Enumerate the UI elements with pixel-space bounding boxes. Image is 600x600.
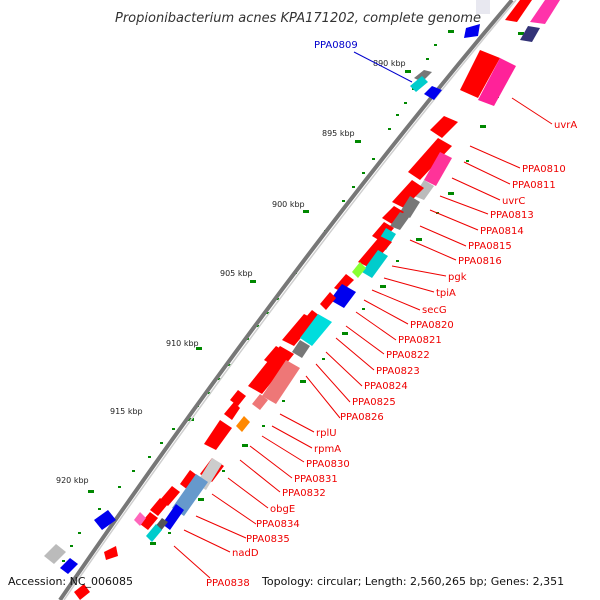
gene-label[interactable]: PPA0820 [410, 320, 454, 331]
kbp-tick: 920 kbp [56, 476, 89, 485]
kbp-ticks: 890 kbp 895 kbp 900 kbp 905 kbp 910 kbp … [56, 59, 406, 485]
gene-features [44, 0, 560, 600]
gene-feature[interactable] [358, 236, 392, 268]
gene-label[interactable]: pgk [448, 272, 467, 283]
gene-label[interactable]: PPA0826 [340, 412, 384, 423]
gene-label[interactable]: PPA0815 [468, 241, 512, 252]
gene-feature[interactable] [236, 416, 250, 432]
gene-feature[interactable] [74, 584, 90, 600]
kbp-tick: 910 kbp [166, 339, 199, 348]
gene-feature[interactable] [476, 0, 490, 14]
gene-feature[interactable] [392, 180, 424, 208]
kbp-tick: 915 kbp [110, 407, 143, 416]
gene-feature[interactable] [330, 284, 356, 308]
gene-feature[interactable] [410, 76, 428, 92]
gene-feature[interactable] [460, 50, 500, 98]
gene-feature[interactable] [430, 116, 458, 138]
genome-backbone [58, 0, 514, 600]
gene-feature[interactable] [320, 292, 336, 310]
gene-feature[interactable] [140, 512, 158, 530]
map-title: Propionibacterium acnes KPA171202, compl… [115, 11, 481, 26]
gene-feature[interactable] [414, 180, 434, 200]
gene-label[interactable]: PPA0824 [364, 381, 408, 392]
gene-feature[interactable] [160, 486, 180, 506]
gene-feature[interactable] [204, 420, 232, 450]
gene-label[interactable]: PPA0809 [314, 40, 358, 51]
gene-feature[interactable] [248, 346, 294, 394]
gene-feature[interactable] [464, 24, 480, 38]
gene-feature[interactable] [292, 340, 310, 358]
gene-feature[interactable] [424, 86, 442, 100]
gc-dot-track [62, 30, 524, 562]
gene-label[interactable]: PPA0811 [512, 180, 556, 191]
gene-feature[interactable] [282, 314, 316, 346]
gene-feature[interactable] [352, 262, 366, 278]
gene-feature[interactable] [424, 152, 452, 186]
gene-feature[interactable] [60, 558, 78, 574]
gene-feature[interactable] [478, 58, 516, 106]
gene-feature[interactable] [372, 222, 394, 242]
gene-label[interactable]: PPA0832 [282, 488, 326, 499]
accession-text: Accession: NC_006085 [8, 575, 133, 588]
gene-feature[interactable] [408, 138, 452, 180]
gene-label[interactable]: obgE [270, 504, 295, 515]
gene-feature[interactable] [104, 546, 118, 560]
gene-label[interactable]: rpmA [314, 444, 341, 455]
gene-feature[interactable] [382, 206, 404, 224]
gene-label[interactable]: rplU [316, 428, 337, 439]
gene-label[interactable]: PPA0814 [480, 226, 524, 237]
gene-feature[interactable] [44, 544, 66, 564]
gene-label[interactable]: PPA0830 [306, 459, 350, 470]
gene-label[interactable]: PPA0822 [386, 350, 430, 361]
gene-feature[interactable] [334, 274, 354, 292]
gene-feature[interactable] [252, 394, 268, 410]
gene-label[interactable]: PPA0825 [352, 397, 396, 408]
gene-label[interactable]: PPA0834 [256, 519, 300, 530]
gene-feature[interactable] [262, 360, 300, 404]
gene-feature[interactable] [94, 510, 116, 530]
gene-label[interactable]: PPA0831 [294, 474, 338, 485]
gene-feature[interactable] [530, 0, 560, 24]
gene-feature[interactable] [520, 26, 540, 42]
gene-label[interactable]: PPA0816 [458, 256, 502, 267]
gene-label[interactable]: uvrA [554, 120, 577, 131]
gene-feature[interactable] [362, 250, 388, 278]
label-leaders [173, 97, 553, 579]
genome-summary-text: Topology: circular; Length: 2,560,265 bp… [261, 575, 564, 588]
kbp-tick: 905 kbp [220, 269, 253, 278]
gene-feature[interactable] [390, 212, 410, 230]
gene-feature[interactable] [400, 196, 420, 218]
gene-feature[interactable] [300, 314, 332, 346]
gene-label[interactable]: PPA0838 [206, 578, 250, 589]
gene-feature[interactable] [146, 524, 162, 542]
gene-label[interactable]: PPA0810 [522, 164, 566, 175]
gene-feature[interactable] [162, 504, 184, 530]
kbp-tick: 890 kbp [373, 59, 406, 68]
gene-label[interactable]: PPA0813 [490, 210, 534, 221]
gene-feature[interactable] [134, 512, 146, 526]
gene-label[interactable]: tpiA [436, 288, 456, 299]
kbp-tick: 900 kbp [272, 200, 305, 209]
gene-label[interactable]: PPA0823 [376, 366, 420, 377]
gene-feature[interactable] [224, 402, 240, 420]
gene-feature[interactable] [505, 0, 532, 22]
gene-label[interactable]: secG [422, 305, 447, 316]
gene-feature[interactable] [150, 498, 168, 516]
gene-label[interactable]: nadD [232, 548, 259, 559]
gene-label[interactable]: PPA0821 [398, 335, 442, 346]
gene-feature[interactable] [172, 474, 208, 516]
kbp-tick: 895 kbp [322, 129, 355, 138]
gene-label[interactable]: uvrC [502, 196, 525, 207]
gene-feature[interactable] [180, 470, 198, 490]
gene-label[interactable]: PPA0835 [246, 534, 290, 545]
gene-feature[interactable] [230, 390, 246, 406]
gene-labels: PPA0809 uvrA PPA0810 PPA0811 uvrC PPA081… [206, 40, 577, 589]
